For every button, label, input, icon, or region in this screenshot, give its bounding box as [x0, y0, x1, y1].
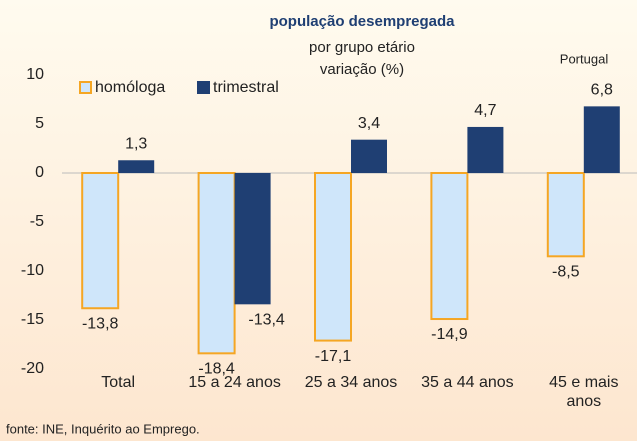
bar: [81, 172, 120, 310]
bar: [546, 172, 585, 258]
value-label: -18,4: [198, 361, 235, 378]
bar: [430, 172, 469, 321]
value-label: -17,1: [315, 348, 352, 365]
y-tick-label: 0: [35, 164, 44, 181]
value-label: 4,7: [474, 102, 496, 119]
legend-swatch: [197, 81, 210, 94]
source: fonte: INE, Inquérito ao Emprego.: [6, 421, 200, 436]
x-tick-label: 45 e mais anos: [549, 374, 619, 410]
chart-title: população desempregada: [269, 13, 455, 30]
y-tick-label: -20: [21, 360, 44, 377]
value-label: -13,4: [248, 312, 285, 329]
legend-label: trimestral: [213, 79, 279, 96]
value-label: 1,3: [125, 135, 147, 152]
subtitle: variação (%): [320, 61, 404, 78]
legend-label: homóloga: [95, 79, 165, 96]
y-tick-label: 10: [26, 66, 44, 83]
y-tick-label: -15: [21, 311, 44, 328]
annotation: Portugal: [560, 51, 609, 66]
subtitle: por grupo etário: [309, 39, 415, 56]
legend-swatch: [79, 81, 92, 94]
bar: [234, 173, 271, 305]
bar: [467, 126, 504, 173]
y-tick-label: -10: [21, 262, 44, 279]
value-label: 3,4: [358, 115, 380, 132]
value-label: -14,9: [431, 326, 468, 343]
y-tick-label: 5: [35, 115, 44, 132]
bar: [583, 106, 620, 173]
x-tick-label: 35 a 44 anos: [421, 374, 514, 391]
value-label: -8,5: [552, 264, 580, 281]
bar: [314, 172, 352, 342]
x-tick-label: 25 a 34 anos: [304, 374, 398, 391]
bar: [118, 160, 155, 173]
x-tick-label: 15 a 24 anos: [188, 374, 281, 391]
x-tick-label: Total: [101, 374, 136, 391]
bar: [351, 139, 387, 173]
value-label: -13,8: [82, 315, 119, 332]
y-tick-label: -5: [30, 213, 44, 230]
bar: [197, 172, 236, 355]
value-label: 6,8: [591, 82, 613, 99]
